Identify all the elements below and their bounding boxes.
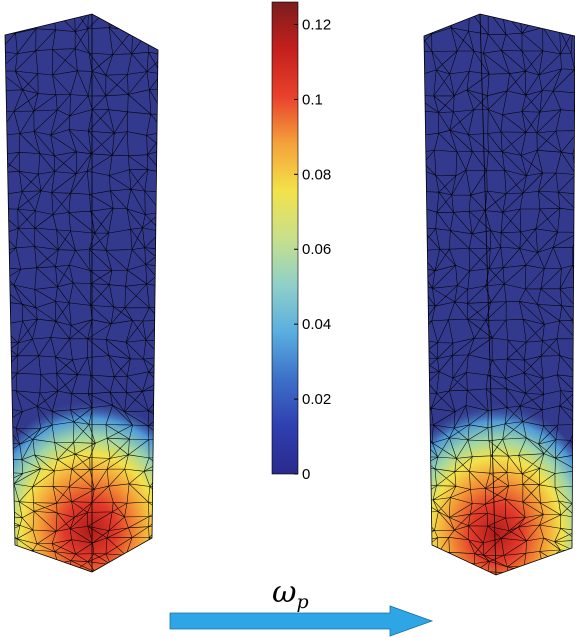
right-column-edge bbox=[479, 13, 497, 576]
colorbar-tick-label: 0.08 bbox=[302, 166, 331, 183]
colorbar-tick-label: 0 bbox=[302, 466, 310, 483]
omega-label: ωp bbox=[272, 575, 309, 613]
left-mesh-lines bbox=[5, 14, 158, 572]
rotation-arrow bbox=[169, 605, 434, 637]
omega-symbol: ω bbox=[272, 575, 296, 610]
mesh-wireframe bbox=[5, 14, 158, 572]
rotation-annotation: ωp bbox=[169, 575, 434, 637]
colorbar-tick-label: 0.02 bbox=[302, 391, 331, 408]
colorbar-tick-label: 0.06 bbox=[302, 241, 331, 258]
left-column-outline bbox=[4, 13, 159, 573]
left-mesh-column bbox=[4, 13, 159, 573]
colorbar-bar bbox=[271, 1, 299, 475]
right-mesh-column bbox=[423, 13, 575, 576]
omega-subscript: p bbox=[296, 591, 308, 613]
left-hotspot bbox=[5, 400, 158, 572]
colorbar-tick-label: 0.12 bbox=[302, 16, 331, 33]
colorbar-ticks: 0 0.02 0.04 0.06 0.08 0.1 0.12 bbox=[294, 16, 331, 483]
colorbar-tick-label: 0.04 bbox=[302, 316, 331, 333]
right-column-outline bbox=[423, 13, 575, 576]
colorbar-tick-label: 0.1 bbox=[302, 91, 323, 108]
colorbar: 0 0.02 0.04 0.06 0.08 0.1 0.12 bbox=[271, 1, 331, 483]
